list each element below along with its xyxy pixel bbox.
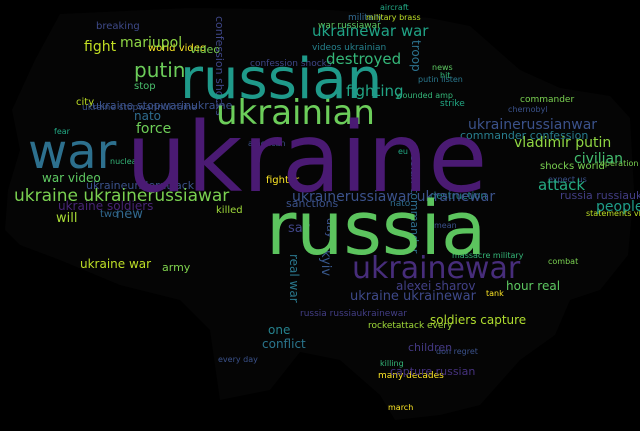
word: alexei sharov — [396, 279, 476, 293]
word: massacre military — [452, 251, 524, 260]
word: two — [100, 209, 119, 220]
word: news — [432, 63, 453, 72]
word: putin listen — [418, 75, 463, 84]
word: putin — [134, 58, 186, 82]
word: fighting — [346, 82, 404, 100]
word: confession shocks — [250, 59, 332, 69]
word: vladimir putin — [514, 135, 612, 151]
word: military brass — [366, 13, 421, 22]
word: nato — [390, 199, 411, 209]
word: american — [248, 139, 286, 148]
word: russian — [180, 47, 383, 112]
word: russia — [266, 186, 487, 272]
word: chernobyl — [508, 105, 548, 114]
word: rocketattack every — [368, 321, 453, 331]
word: ukraine stopwarinukraine — [82, 103, 197, 113]
word: nuclear — [110, 157, 140, 166]
word: soldiers capture — [430, 313, 527, 327]
word: children — [408, 341, 453, 354]
word: hit — [440, 71, 451, 80]
word: one — [268, 323, 291, 337]
word: aircraft — [380, 3, 409, 12]
word: killed — [216, 205, 243, 216]
word: ukraine war — [80, 257, 152, 271]
word: strike — [440, 99, 465, 109]
word: operation — [600, 159, 639, 168]
word: statements vladimir — [586, 209, 640, 218]
word: force — [136, 121, 172, 137]
word: ukraine — [126, 102, 488, 214]
word: destruction — [430, 191, 487, 202]
word: mean — [434, 221, 457, 230]
word: russia russiaukrainewar — [300, 309, 407, 319]
word: russia russiaukrainewar — [560, 189, 640, 202]
word: military — [348, 13, 383, 23]
word: ukrainerussianwar — [468, 117, 598, 133]
word: every day — [218, 355, 258, 364]
word: tank — [486, 289, 504, 298]
word: ukraineunderattack — [86, 179, 195, 192]
word: sanctions — [286, 197, 339, 210]
word: combat — [548, 257, 579, 266]
word: city — [76, 97, 95, 108]
word: wounded amp — [396, 91, 453, 100]
word: ukrainian — [216, 93, 375, 133]
word: ukraine ukrainewar — [350, 289, 476, 304]
word: commander — [520, 95, 575, 105]
word: ukraine soldiers — [58, 199, 154, 213]
word: people — [596, 199, 640, 215]
word: shocks world — [540, 161, 605, 172]
word: will — [56, 211, 78, 226]
word: war — [28, 124, 117, 180]
word: eu — [398, 147, 408, 156]
word: ukraine stopwarinukraine — [92, 99, 233, 112]
word: destroyed — [326, 50, 402, 68]
word: many decades — [378, 371, 444, 381]
word: civilian — [574, 151, 623, 167]
word: mariupol — [120, 35, 183, 51]
word: conflict — [262, 337, 306, 351]
word: fight — [84, 39, 117, 55]
word: fear — [54, 127, 70, 136]
word: expect us — [548, 175, 587, 184]
word: video — [190, 43, 221, 56]
word: ukrainerussiawar ukrainewar — [292, 189, 496, 205]
word: don regret — [436, 347, 478, 356]
word: stop — [134, 81, 156, 92]
word: hour real — [506, 279, 561, 293]
word: killing — [380, 359, 404, 368]
word: ukrainewar — [352, 251, 521, 286]
word: new — [116, 207, 143, 222]
word: nato — [134, 109, 162, 123]
word: troop — [409, 40, 423, 72]
word: commander confession — [460, 129, 589, 142]
word: videos ukrainian — [312, 43, 387, 53]
word: breaking — [96, 21, 140, 32]
word: say — [288, 221, 311, 236]
word: world video — [148, 43, 207, 54]
word: fighter — [266, 175, 300, 186]
word: war video — [42, 171, 101, 185]
word: attack — [538, 176, 586, 194]
word: ukraine ukrainerussiawar — [14, 186, 230, 206]
word: army — [162, 261, 191, 274]
word: march — [388, 403, 414, 412]
word: ukrainewar war — [312, 22, 429, 40]
word: capture russian — [390, 365, 476, 378]
word: war russiawar — [318, 21, 381, 31]
